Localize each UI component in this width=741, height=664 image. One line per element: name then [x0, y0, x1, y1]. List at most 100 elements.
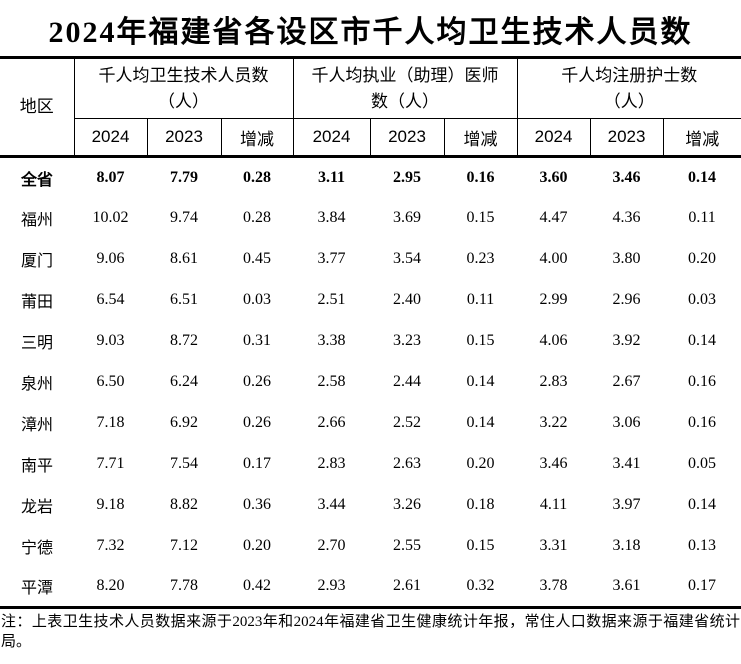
value-cell: 0.17 — [663, 566, 741, 609]
value-cell: 0.26 — [243, 373, 271, 390]
sub-header-2023: 2023 — [369, 118, 445, 158]
value-cell: 0.15 — [466, 332, 495, 349]
value-cell: 0.15 — [466, 209, 495, 226]
value-cell: 8.72 — [170, 332, 198, 349]
value-cell: 0.11 — [466, 291, 495, 308]
value-cell: 2.67 — [612, 373, 641, 390]
value-cell: 0.26 — [243, 414, 271, 431]
value-cell: 0.45 — [243, 250, 271, 267]
value-cell: 2.55 — [393, 537, 421, 554]
group-header-line2: 数（人） — [371, 91, 440, 111]
value-cell: 0.14 — [688, 168, 717, 186]
value-cell: 3.46 — [539, 455, 568, 472]
table-row: 南平 7.71 7.54 0.17 2.83 2.63 0.20 3.46 3.41 0.05 — [0, 444, 741, 485]
value-cell: 0.31 — [243, 332, 271, 349]
value-cell: 4.36 — [612, 209, 641, 226]
value-cell: 2.83 — [317, 455, 346, 472]
region-cell: 福州 — [20, 212, 53, 229]
sub-header-2024: 2024 — [516, 118, 591, 158]
table-row: 厦门 9.06 8.61 0.45 3.77 3.54 0.23 4.00 3.80 0.20 — [0, 239, 741, 280]
value-cell: 0.17 — [243, 455, 271, 472]
value-cell: 3.92 — [612, 332, 641, 349]
value-cell: 3.69 — [393, 209, 421, 226]
group-header-line1: 千人均执业（助理）医师 — [311, 66, 499, 85]
value-cell: 9.06 — [96, 250, 125, 267]
value-cell: 0.13 — [688, 537, 717, 554]
value-cell: 0.03 — [688, 291, 717, 308]
value-cell: 3.41 — [612, 455, 641, 472]
value-cell: 0.03 — [243, 291, 271, 308]
value-cell: 0.16 — [688, 414, 717, 431]
value-cell: 7.18 — [96, 414, 125, 431]
region-cell: 厦门 — [20, 253, 53, 270]
region-cell: 全省 — [20, 171, 53, 189]
value-cell: 3.84 — [317, 209, 346, 226]
value-cell: 10.02 — [92, 209, 129, 226]
value-cell: 0.20 — [466, 455, 495, 472]
value-cell: 4.00 — [539, 250, 568, 267]
footnote: 注：上表卫生技术人员数据来源于2023年和2024年福建省卫生健康统计年报，常住… — [1, 614, 740, 651]
value-cell: 8.07 — [96, 168, 125, 186]
sub-header-change: 增减 — [662, 118, 741, 158]
value-cell: 2.83 — [539, 373, 568, 390]
value-cell: 0.05 — [688, 455, 717, 472]
sub-header-row: 2024 2023 增减 2024 2023 增减 2024 2023 增减 — [0, 118, 741, 158]
region-cell: 莆田 — [20, 294, 53, 311]
value-cell: 4.06 — [539, 332, 568, 349]
value-cell: 0.14 — [688, 332, 717, 349]
value-cell: 0.20 — [688, 250, 717, 267]
value-cell: 0.42 — [221, 566, 293, 609]
group-header-line2: （人） — [158, 91, 209, 111]
value-cell: 2.40 — [393, 291, 421, 308]
value-cell: 2.96 — [612, 291, 641, 308]
value-cell: 3.38 — [317, 332, 346, 349]
value-cell: 3.11 — [317, 168, 346, 186]
value-cell: 3.44 — [317, 496, 346, 513]
value-cell: 8.61 — [170, 250, 198, 267]
value-cell: 0.18 — [466, 496, 495, 513]
health-staff-table: 地区 千人均卫生技术人员数 （人） 千人均执业（助理）医师 数（人） 千人均注册… — [0, 56, 741, 609]
value-cell: 3.23 — [393, 332, 421, 349]
value-cell: 7.12 — [170, 537, 198, 554]
value-cell: 3.77 — [317, 250, 346, 267]
value-cell: 6.50 — [96, 373, 125, 390]
value-cell: 8.82 — [170, 496, 198, 513]
value-cell: 7.79 — [170, 168, 198, 186]
group-header-nurses: 千人均注册护士数 （人） — [516, 56, 741, 119]
value-cell: 3.31 — [539, 537, 568, 554]
group-header-line1: 千人均卫生技术人员数 — [98, 66, 269, 85]
table-row: 莆田 6.54 6.51 0.03 2.51 2.40 0.11 2.99 2.96 0.03 — [0, 280, 741, 321]
value-cell: 3.46 — [612, 168, 641, 186]
value-cell: 0.32 — [444, 566, 518, 609]
value-cell: 0.20 — [243, 537, 271, 554]
value-cell: 9.18 — [96, 496, 125, 513]
region-cell: 三明 — [20, 335, 53, 352]
value-cell: 3.60 — [539, 168, 568, 186]
value-cell: 9.74 — [170, 209, 198, 226]
value-cell: 3.61 — [590, 566, 664, 609]
value-cell: 6.92 — [170, 414, 198, 431]
value-cell: 6.51 — [170, 291, 198, 308]
value-cell: 0.16 — [688, 373, 717, 390]
value-cell: 4.11 — [539, 496, 568, 513]
value-cell: 0.14 — [466, 373, 495, 390]
value-cell: 6.54 — [96, 291, 125, 308]
sub-header-change: 增减 — [220, 118, 294, 158]
value-cell: 2.58 — [317, 373, 346, 390]
table-row: 泉州 6.50 6.24 0.26 2.58 2.44 0.14 2.83 2.67 0.16 — [0, 362, 741, 403]
group-header-line1: 千人均注册护士数 — [561, 66, 698, 85]
value-cell: 2.44 — [393, 373, 421, 390]
value-cell: 2.66 — [317, 414, 346, 431]
sub-header-2023: 2023 — [146, 118, 222, 158]
region-column-header: 地区 — [0, 56, 75, 158]
value-cell: 7.32 — [96, 537, 125, 554]
value-cell: 3.06 — [612, 414, 641, 431]
value-cell: 7.78 — [147, 566, 221, 609]
table-row: 平潭 8.20 7.78 0.42 2.93 2.61 0.32 3.78 3.61 0.17 — [0, 566, 741, 609]
region-cell: 宁德 — [20, 540, 53, 557]
value-cell: 3.97 — [612, 496, 641, 513]
sub-header-2024: 2024 — [73, 118, 148, 158]
value-cell: 0.14 — [466, 414, 495, 431]
value-cell: 2.93 — [293, 566, 370, 609]
value-cell: 2.70 — [317, 537, 346, 554]
